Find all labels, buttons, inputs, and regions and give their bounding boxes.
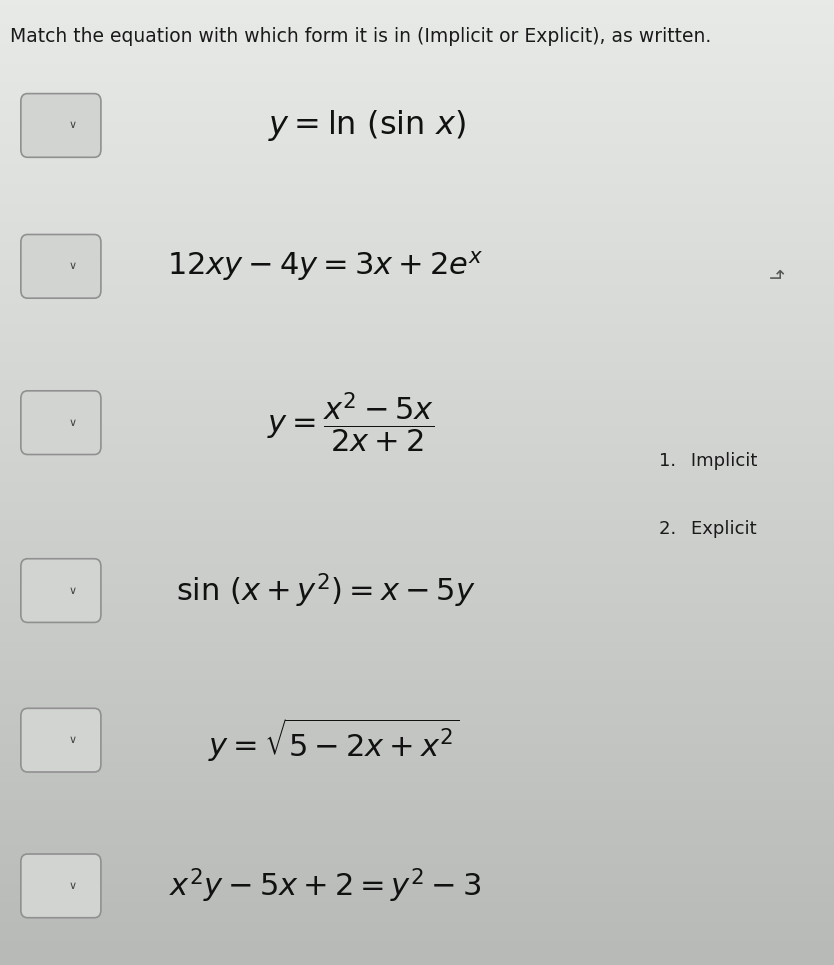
Text: $12xy - 4y = 3x + 2e^{x}$: $12xy - 4y = 3x + 2e^{x}$	[167, 249, 484, 284]
FancyBboxPatch shape	[21, 708, 101, 772]
Text: ∨: ∨	[69, 121, 77, 130]
FancyBboxPatch shape	[21, 854, 101, 918]
Text: $\sin\,(x + y^2) = x - 5y$: $\sin\,(x + y^2) = x - 5y$	[175, 571, 475, 610]
FancyBboxPatch shape	[21, 94, 101, 157]
FancyBboxPatch shape	[21, 559, 101, 622]
FancyBboxPatch shape	[21, 234, 101, 298]
FancyBboxPatch shape	[21, 391, 101, 455]
Text: $y = \dfrac{x^2 - 5x}{2x + 2}$: $y = \dfrac{x^2 - 5x}{2x + 2}$	[267, 391, 434, 455]
Text: ∨: ∨	[69, 418, 77, 427]
Text: ∨: ∨	[69, 881, 77, 891]
Text: ∨: ∨	[69, 262, 77, 271]
Text: ∨: ∨	[69, 735, 77, 745]
Text: 1.  Implicit: 1. Implicit	[659, 453, 757, 470]
Text: ∨: ∨	[69, 586, 77, 595]
Text: $x^2 y - 5x + 2 = y^2 - 3$: $x^2 y - 5x + 2 = y^2 - 3$	[169, 867, 481, 905]
Text: $y = \ln\,(\sin\,x)$: $y = \ln\,(\sin\,x)$	[268, 108, 466, 143]
Text: $y = \sqrt{5 - 2x + x^2}$: $y = \sqrt{5 - 2x + x^2}$	[208, 716, 460, 764]
Text: 2.  Explicit: 2. Explicit	[659, 520, 756, 538]
Text: ↳: ↳	[766, 262, 785, 278]
Text: Match the equation with which form it is in (Implicit or Explicit), as written.: Match the equation with which form it is…	[10, 27, 711, 46]
